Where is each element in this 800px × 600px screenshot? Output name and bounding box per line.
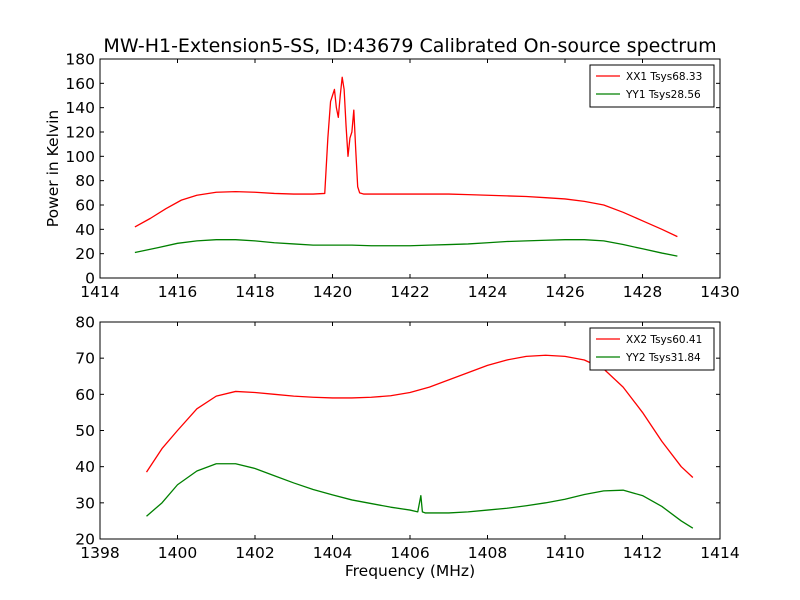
x-tick-label: 1424 [468, 283, 507, 301]
y-tick-label: 60 [75, 197, 95, 215]
x-tick-label: 1406 [390, 544, 429, 562]
legend-label-1: XX2 Tsys60.41 [626, 334, 702, 346]
x-tick-label: 1414 [700, 544, 739, 562]
x-tick-label: 1412 [623, 544, 662, 562]
y-tick-label: 0 [85, 270, 95, 288]
y-tick-label: 180 [65, 51, 95, 69]
y-tick-label: 80 [75, 314, 95, 332]
y-tick-label: 20 [75, 245, 95, 263]
series-line-2 [134, 239, 678, 257]
y-tick-label: 20 [75, 531, 95, 549]
legend: XX1 Tsys68.33 YY1 Tsys28.56 [589, 64, 715, 108]
x-tick-label: 1400 [158, 544, 197, 562]
y-tick-label: 100 [65, 148, 95, 166]
y-tick-label: 70 [75, 350, 95, 368]
legend: XX2 Tsys60.41 YY2 Tsys31.84 [589, 327, 715, 371]
y-axis-label: Power in Kelvin [44, 110, 62, 227]
y-tick-label: 140 [65, 99, 95, 117]
x-tick-label: 1414 [80, 283, 119, 301]
x-tick-label: 1422 [390, 283, 429, 301]
y-tick-label: 60 [75, 386, 95, 404]
y-tick-label: 160 [65, 75, 95, 93]
x-tick-label: 1404 [313, 544, 352, 562]
x-tick-label: 1408 [468, 544, 507, 562]
x-tick-label: 1420 [313, 283, 352, 301]
series-line-2 [146, 463, 694, 529]
y-tick-label: 80 [75, 172, 95, 190]
series-line-1 [134, 76, 678, 238]
legend-label-2: YY1 Tsys28.56 [625, 89, 701, 101]
series-line-1 [145, 354, 694, 478]
y-tick-label: 50 [75, 422, 95, 440]
chart-panel-1: 1414 1416 1418 1420 1422 1424 1426 1428 1430 0 20 4… [44, 35, 740, 301]
y-tick-label: 30 [75, 494, 95, 512]
chart-title: MW-H1-Extension5-SS, ID:43679 Calibrated… [103, 35, 716, 57]
x-tick-label: 1426 [545, 283, 584, 301]
y-tick-label: 40 [75, 458, 95, 476]
x-axis-label: Frequency (MHz) [345, 562, 475, 580]
legend-label-1: XX1 Tsys68.33 [626, 71, 702, 83]
legend-box [589, 64, 715, 108]
x-tick-label: 1410 [545, 544, 584, 562]
y-tick-label: 120 [65, 124, 95, 142]
x-tick-label: 1418 [235, 283, 274, 301]
x-tick-label: 1402 [235, 544, 274, 562]
x-tick-label: 1430 [700, 283, 739, 301]
legend-box [589, 327, 715, 371]
x-tick-label: 1416 [158, 283, 197, 301]
x-tick-label: 1398 [80, 544, 119, 562]
x-tick-label: 1428 [623, 283, 662, 301]
legend-label-2: YY2 Tsys31.84 [625, 352, 701, 364]
y-tick-label: 40 [75, 221, 95, 239]
chart-panel-2: 1398 1400 1402 1404 1406 1408 1410 1412 1414 20 30… [75, 314, 739, 581]
